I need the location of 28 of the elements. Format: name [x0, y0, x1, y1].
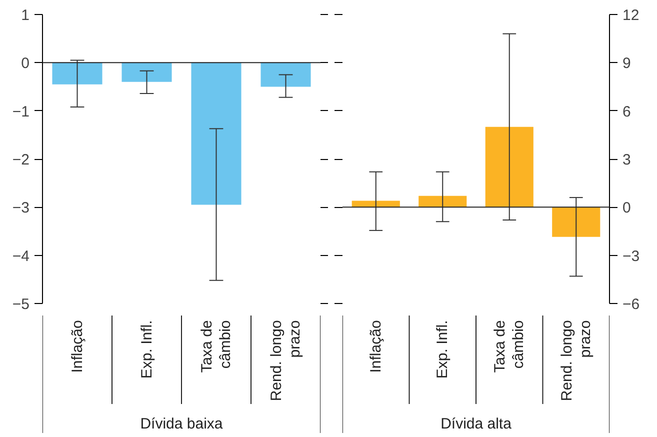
y-tick-label: −3 — [12, 200, 30, 217]
x-tick-label: Rend. longo prazo — [268, 320, 304, 402]
x-tick-label: Exp. Infl. — [434, 320, 452, 379]
bar — [485, 126, 534, 208]
y-tick-label: −1 — [12, 103, 30, 120]
y-tick-label: 0 — [21, 55, 30, 72]
x-tick-label: Exp. Infl. — [138, 320, 156, 379]
y-tick-label: −3 — [622, 248, 640, 265]
bar — [418, 196, 467, 208]
y-tick-label: −6 — [622, 296, 640, 313]
y-tick-label: 1 — [21, 7, 30, 24]
x-tick-label: Inflação — [68, 320, 86, 373]
bar — [552, 207, 600, 237]
x-tick-label: Taxa de câmbio — [198, 320, 234, 373]
y-tick-label: −2 — [12, 152, 30, 168]
y-tick-label: 9 — [622, 55, 631, 72]
y-tick-label: 0 — [622, 200, 631, 217]
y-tick-label: 6 — [622, 103, 631, 120]
x-axis-title: Dívida baixa — [140, 416, 224, 433]
y-tick-label: −5 — [12, 296, 30, 313]
x-tick-label: Inflação — [367, 320, 384, 373]
y-tick-label: 3 — [622, 152, 631, 168]
y-tick-label: 12 — [622, 7, 640, 24]
bar — [352, 200, 400, 208]
y-tick-label: −4 — [12, 248, 30, 265]
x-axis-title: Dívida alta — [440, 416, 512, 433]
x-tick-label: Rend. longo prazo — [558, 320, 594, 402]
x-tick-label: Taxa de câmbio — [492, 320, 528, 373]
